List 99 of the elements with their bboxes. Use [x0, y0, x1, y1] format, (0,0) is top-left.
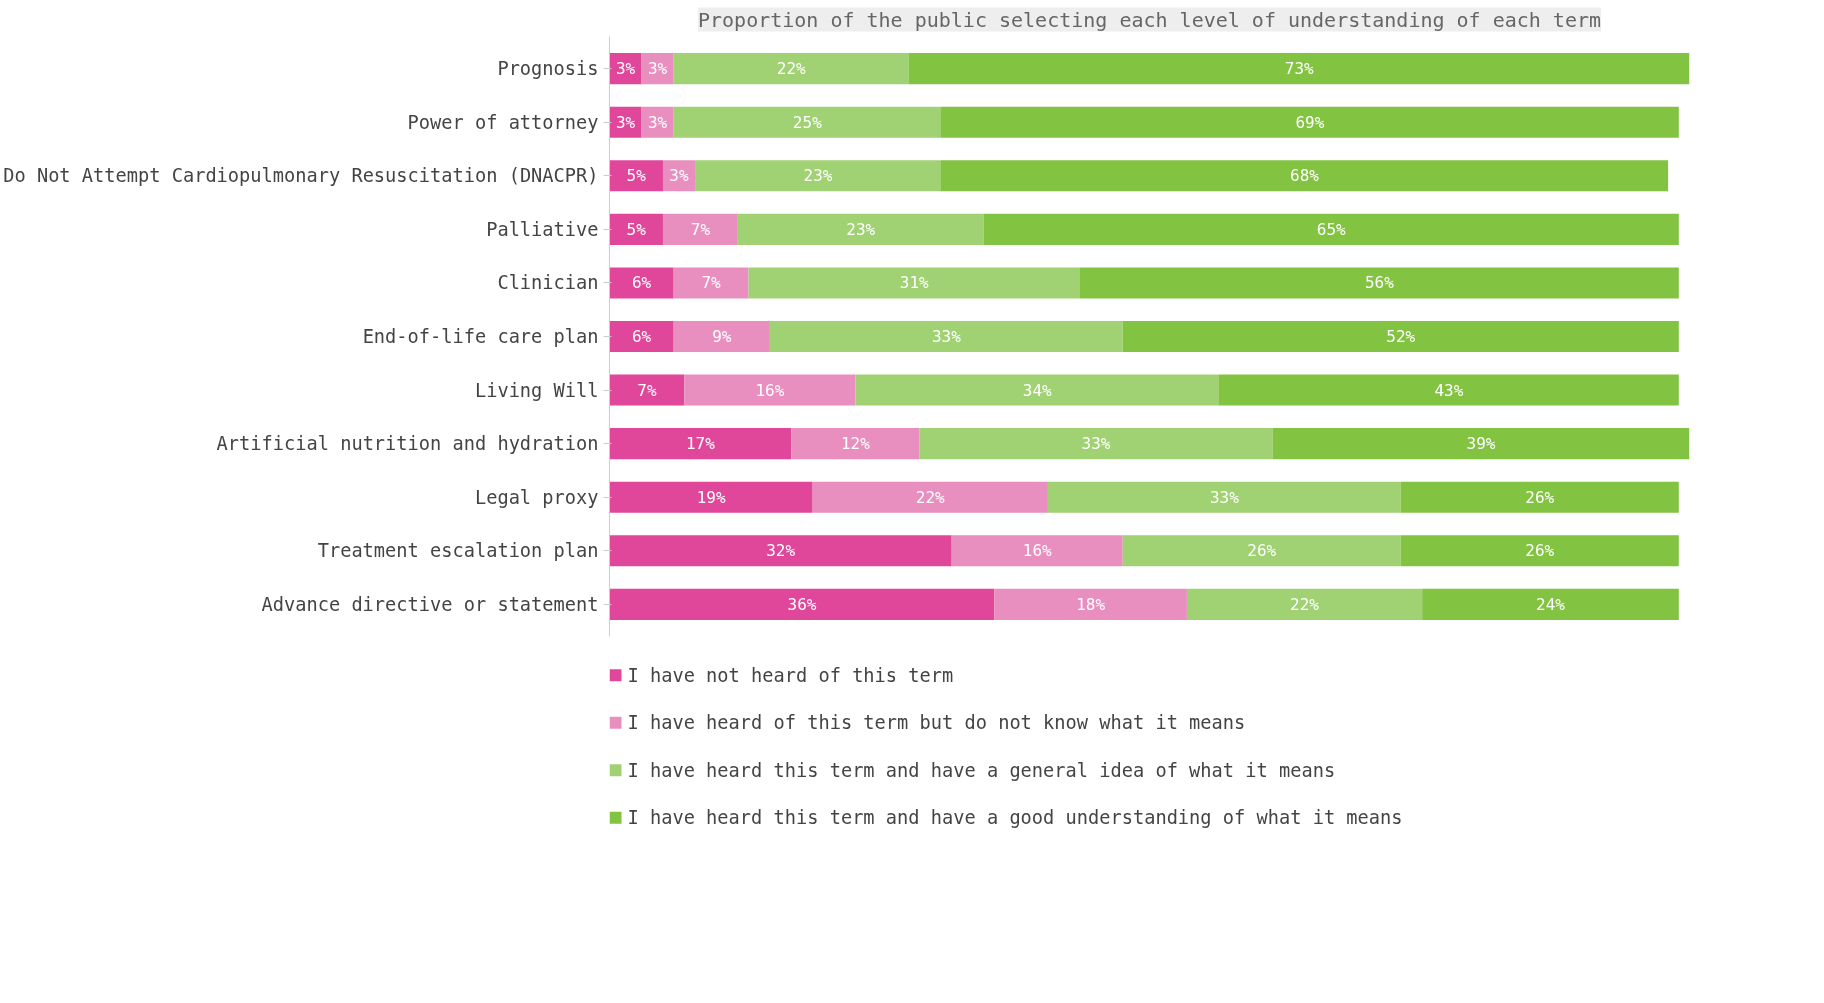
- data-label: 24%: [1536, 594, 1566, 614]
- bar: [951, 535, 1123, 567]
- data-label: 68%: [1290, 166, 1320, 186]
- bar: [609, 535, 952, 567]
- data-label: 32%: [766, 541, 796, 561]
- data-label: 3%: [669, 166, 689, 186]
- bar: [940, 160, 1669, 192]
- y-tick-label: Legal proxy: [474, 486, 599, 508]
- legend-label: I have heard this term and have a good understanding of what it means: [627, 807, 1403, 829]
- data-label: 12%: [840, 434, 871, 454]
- data-label: 6%: [631, 273, 652, 293]
- data-label: 3%: [647, 59, 668, 79]
- data-label: 65%: [1316, 219, 1347, 239]
- bar: [673, 53, 909, 85]
- bar: [983, 213, 1679, 245]
- bar: [609, 160, 663, 192]
- data-label: 9%: [712, 327, 732, 346]
- data-label: 7%: [701, 273, 722, 293]
- y-tick-label: Treatment escalation plan: [317, 540, 599, 562]
- bar: [673, 106, 941, 138]
- bar: [609, 213, 663, 245]
- bar: [684, 374, 856, 406]
- data-label: 26%: [1525, 541, 1555, 561]
- bar: [609, 374, 685, 406]
- data-label: 22%: [1290, 594, 1320, 614]
- bar: [695, 160, 941, 192]
- bar: [1122, 535, 1401, 567]
- data-label: 6%: [631, 327, 652, 346]
- data-label: 5%: [626, 166, 647, 186]
- bar: [812, 481, 1048, 513]
- chart-title: Proportion of the public selecting each level of understanding of each term: [697, 7, 1602, 32]
- data-label: 23%: [803, 166, 833, 186]
- bar: [1079, 267, 1679, 299]
- data-label: 69%: [1295, 112, 1325, 132]
- bar: [737, 213, 984, 245]
- data-label: 34%: [1022, 380, 1053, 400]
- bar: [1122, 320, 1679, 353]
- data-label: 16%: [1022, 541, 1053, 561]
- data-label: 33%: [1081, 434, 1111, 454]
- data-label: 7%: [690, 219, 711, 239]
- bar: [673, 320, 770, 353]
- legend-label: I have heard of this term but do not know what it means: [627, 712, 1246, 734]
- bar: [609, 481, 813, 513]
- bar: [1186, 588, 1423, 620]
- bar: [748, 267, 1080, 299]
- bar: [1272, 428, 1690, 460]
- bar: [673, 267, 749, 299]
- y-tick-label: Prognosis: [497, 58, 599, 80]
- bar: [940, 106, 1679, 138]
- data-label: 33%: [1209, 487, 1240, 507]
- bar: [1400, 535, 1679, 567]
- data-label: 33%: [931, 327, 962, 346]
- bar: [1400, 481, 1679, 513]
- data-label: 22%: [915, 487, 946, 507]
- data-label: 22%: [776, 59, 807, 79]
- bar: [609, 428, 792, 460]
- data-label: 43%: [1434, 380, 1464, 400]
- bar: [769, 320, 1123, 353]
- data-label: 36%: [787, 594, 817, 614]
- data-label: 26%: [1525, 487, 1555, 507]
- data-label: 56%: [1364, 273, 1395, 293]
- y-tick-label: Do Not Attempt Cardiopulmonary Resuscitation (DNACPR): [3, 165, 599, 187]
- data-label: 31%: [899, 273, 930, 293]
- bar: [1422, 588, 1679, 620]
- y-tick-label: End-of-life care plan: [362, 326, 599, 347]
- data-label: 3%: [647, 112, 668, 132]
- y-tick-label: Power of attorney: [407, 111, 599, 133]
- bar: [609, 588, 995, 620]
- y-tick-label: Palliative: [486, 218, 599, 240]
- bar: [1047, 481, 1401, 513]
- data-label: 18%: [1076, 594, 1106, 614]
- data-label: 16%: [755, 380, 785, 400]
- data-label: 5%: [626, 219, 647, 239]
- bar: [662, 213, 738, 245]
- bar: [609, 267, 674, 299]
- y-tick-label: Advance directive or statement: [261, 593, 599, 615]
- y-tick-label: Clinician: [497, 272, 599, 294]
- legend-label: I have not heard of this term: [627, 664, 954, 686]
- data-label: 73%: [1284, 59, 1315, 79]
- bar: [609, 320, 674, 353]
- data-label: 52%: [1386, 327, 1416, 346]
- data-label: 23%: [846, 219, 876, 239]
- data-label: 25%: [792, 112, 823, 132]
- data-label: 3%: [615, 112, 636, 132]
- bar: [908, 53, 1690, 85]
- data-label: 3%: [615, 59, 636, 79]
- bar: [1219, 374, 1679, 406]
- bar: [855, 374, 1220, 406]
- y-tick-label: Artificial nutrition and hydration: [216, 433, 599, 455]
- data-label: 17%: [685, 434, 716, 454]
- bar: [791, 428, 920, 460]
- data-label: 39%: [1466, 434, 1496, 454]
- data-label: 26%: [1247, 541, 1277, 561]
- bar: [919, 428, 1273, 460]
- bar: [994, 588, 1187, 620]
- data-label: 7%: [637, 380, 657, 400]
- y-tick-label: Living Will: [474, 379, 599, 401]
- data-label: 19%: [696, 487, 726, 507]
- legend-label: I have heard this term and have a general idea of what it means: [627, 759, 1336, 781]
